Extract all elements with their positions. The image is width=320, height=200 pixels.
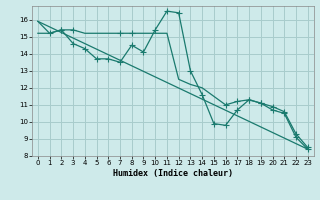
X-axis label: Humidex (Indice chaleur): Humidex (Indice chaleur) xyxy=(113,169,233,178)
